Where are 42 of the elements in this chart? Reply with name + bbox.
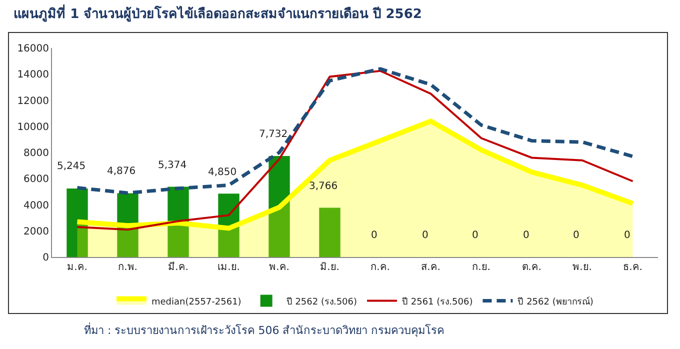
y-tick-label: 8000 — [24, 148, 49, 159]
y-tick-label: 4000 — [24, 200, 49, 212]
y-tick-label: 14000 — [17, 70, 49, 81]
data-label: 0 — [371, 230, 378, 241]
bar — [319, 208, 340, 257]
text: ที่มา : ระบบรายงานการเฝ้าระวังโรค 506 สำนักระบาดวิทยา กรมควบคุมโรค — [84, 322, 444, 337]
y-tick-label: 0 — [42, 252, 49, 264]
y-tick-label: 2000 — [24, 226, 49, 238]
x-tick-label: ม.ค. — [67, 262, 88, 273]
chart-title: แผนภูมิที่ 1 จำนวนผู้ป่วยโรคไข้เลือดออกสะสมจำแนกรายเดือน ปี 2562 — [14, 4, 422, 22]
data-label: 0 — [573, 230, 580, 241]
bar — [66, 188, 88, 257]
x-tick-label: ต.ค. — [522, 262, 542, 273]
data-label: 4,876 — [107, 166, 136, 177]
legend-label: ปี 2562 (พยากรณ์) — [518, 295, 594, 308]
x-tick-label: ก.ค. — [370, 262, 390, 273]
data-label: 0 — [523, 230, 530, 241]
data-label: 0 — [422, 230, 428, 241]
y-tick-label: 16000 — [17, 44, 49, 54]
bar — [268, 156, 290, 257]
x-tick-label: เม.ย. — [218, 262, 240, 273]
x-tick-label: พ.ย. — [572, 262, 592, 273]
data-label: 0 — [624, 230, 630, 241]
data-label: 0 — [472, 230, 478, 241]
y-tick-label: 10000 — [17, 122, 49, 133]
x-tick-label: มี.ค. — [168, 261, 188, 273]
data-label: 5,245 — [57, 161, 86, 172]
legend-label: median(2557-2561) — [152, 297, 242, 308]
x-tick-label: มิ.ย. — [320, 262, 340, 273]
x-tick-label: ธ.ค. — [623, 262, 642, 273]
x-tick-label: พ.ค. — [269, 262, 290, 273]
legend-label: ปี 2562 (รง.506) — [286, 296, 358, 308]
data-label: 7,732 — [259, 129, 288, 140]
x-tick-label: ส.ค. — [421, 262, 440, 273]
data-label: 4,850 — [208, 167, 237, 178]
data-label: 5,374 — [158, 160, 187, 171]
x-tick-label: ก.ย. — [472, 262, 490, 273]
data-label: 3,766 — [309, 181, 338, 192]
legend-label: ปี 2561 (รง.506) — [402, 296, 473, 308]
y-tick-label: 12000 — [17, 96, 49, 107]
x-tick-label: ก.พ. — [118, 262, 138, 273]
y-tick-label: 6000 — [24, 174, 49, 186]
